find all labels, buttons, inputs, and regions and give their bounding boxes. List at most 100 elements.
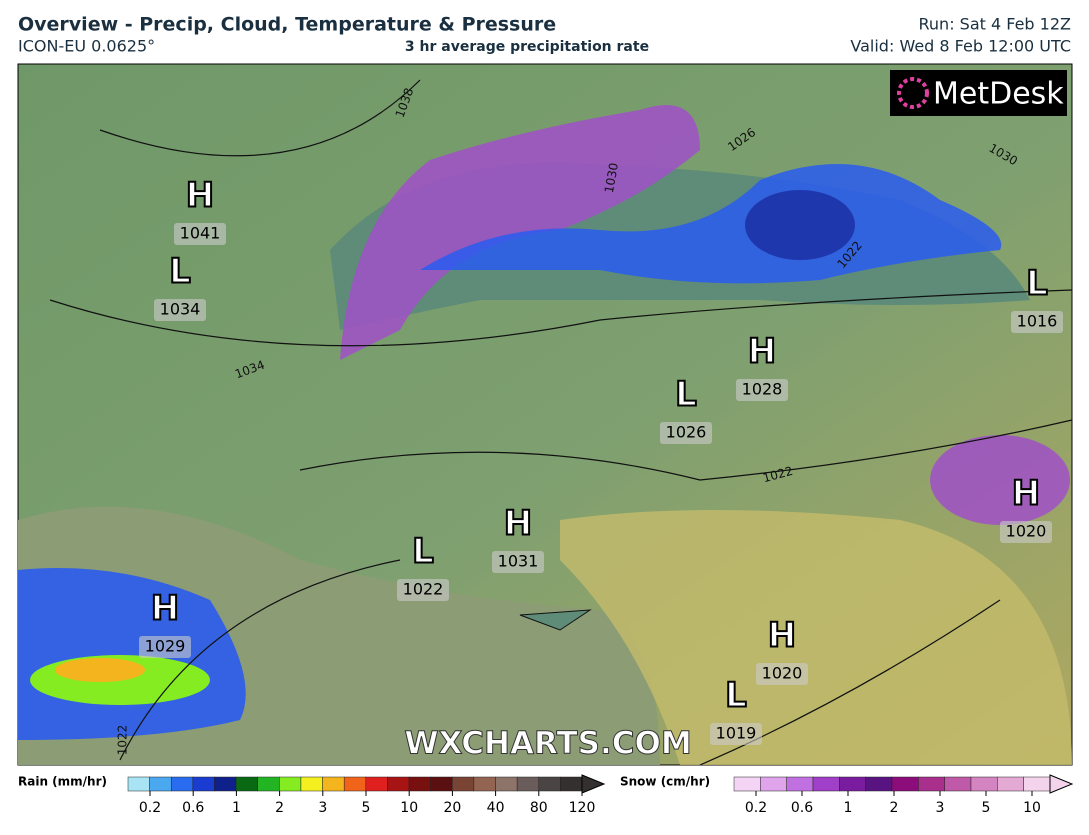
snow-legend-swatch [733,776,761,792]
model: ICON-EU 0.0625° [18,37,155,56]
precip-area [420,164,1002,284]
pressure-label-bg [139,636,191,658]
rain-legend-swatch [214,776,237,792]
rain-legend-swatch [279,776,302,792]
rain-legend-tick-label: 120 [569,800,596,816]
rain-legend-tick-label: 80 [530,800,548,816]
logo-icon [897,77,929,109]
rain-legend-tick-label: 40 [487,800,505,816]
snow-legend-tick-label: 0.2 [745,800,767,816]
title: Overview - Precip, Cloud, Temperature & … [18,14,556,36]
snow-legend-swatch [812,776,840,792]
rain-legend-tick-label: 3 [318,800,327,816]
pressure-value: 1019 [716,724,757,743]
pressure-label-bg [492,551,544,573]
rain-legend-tick-label: 1 [232,800,241,816]
rain-legend-tick-label: 5 [362,800,371,816]
rain-legend-swatch [473,776,496,792]
rain-legend-swatch [257,776,280,792]
rain-legend-arrow [581,774,606,794]
rain-legend-swatch [235,776,258,792]
pressure-value: 1034 [160,300,201,319]
snow-legend-tick-label: 10 [1023,800,1041,816]
snow-legend-swatch [1023,776,1051,792]
pressure-label-bg [1011,311,1063,333]
pressure-type: H [151,589,179,629]
pressure-type: L [412,532,434,572]
valid: Valid: Wed 8 Feb 12:00 UTC [850,37,1071,56]
pressure-value: 1026 [666,423,707,442]
rain-legend-tick-label: 10 [400,800,418,816]
rain-legend-swatch [538,776,561,792]
snow-legend-tick-label: 5 [982,800,991,816]
rain-legend-swatch [452,776,475,792]
pressure-label-bg [756,663,808,685]
pressure-value: 1020 [762,664,803,683]
logo: MetDesk [933,77,1064,112]
pressure-value: 1028 [742,380,783,399]
pressure-type: L [169,252,191,292]
snow-legend-swatch [918,776,945,792]
rain-legend-swatch [408,776,431,792]
pressure-type: H [768,616,796,656]
watermark: WXCHARTS.COM [404,726,691,762]
rain-legend-swatch [365,776,388,792]
pressure-value: 1016 [1017,312,1058,331]
snow-legend-swatch [944,776,972,792]
pressure-label-bg [736,379,788,401]
snow-legend-swatch [997,776,1024,792]
run: Run: Sat 4 Feb 12Z [919,15,1072,34]
rain-legend-swatch [343,776,367,792]
snow-legend-tick-label: 1 [844,800,853,816]
pressure-type: H [186,176,214,216]
rain-legend-swatch [560,776,583,792]
rain-legend-tick-label: 20 [443,800,461,816]
pressure-value: 1031 [498,552,539,571]
pressure-type: L [675,375,697,415]
rain-legend-swatch [170,776,194,792]
pressure-label-bg [710,723,762,745]
pressure-label-bg [1000,521,1052,543]
rain-legend-swatch [300,776,323,792]
rain-legend-tick-label: 2 [275,800,284,816]
pressure-value: 1022 [403,580,444,599]
rain-legend-title: Rain (mm/hr) [18,775,107,789]
isobar-label: 1022 [116,725,130,756]
rain-legend-swatch [322,776,345,792]
precip-area [745,190,855,260]
snow-legend-arrow [1049,774,1074,794]
snow-legend-swatch [786,776,814,792]
rain-legend-tick-label: 0.2 [139,800,161,816]
snow-legend-swatch [839,776,866,792]
rain-legend-swatch [149,776,172,792]
pressure-type: H [504,504,532,544]
pressure-label-bg [397,579,449,601]
pressure-value: 1020 [1006,522,1047,541]
rain-legend-swatch [127,776,150,792]
isobar-label: 1030 [602,162,621,195]
map-area: MetDesk WXCHARTS.COM [17,63,1073,766]
pressure-value: 1041 [180,224,221,243]
snow-legend-tick-label: 3 [936,800,945,816]
rain-legend-swatch [192,776,215,792]
pressure-type: L [725,676,747,716]
snow-legend-swatch [760,776,787,792]
pressure-type: L [1026,264,1048,304]
rain-legend-tick-label: 0.6 [182,800,204,816]
field: 3 hr average precipitation rate [405,39,649,55]
pressure-value: 1029 [145,637,186,656]
logo-box [890,70,1067,116]
snow-legend-swatch [970,776,998,792]
isobar [49,79,1073,766]
island [519,609,592,631]
rain-legend-swatch [430,776,453,792]
pressure-label-bg [174,223,226,245]
snow-legend-tick-label: 0.6 [791,800,813,816]
pressure-label-bg [660,422,712,444]
desert [560,510,1072,765]
snow-area [930,435,1070,525]
snow-legend-swatch [891,776,919,792]
rain-legend-swatch [387,776,410,792]
